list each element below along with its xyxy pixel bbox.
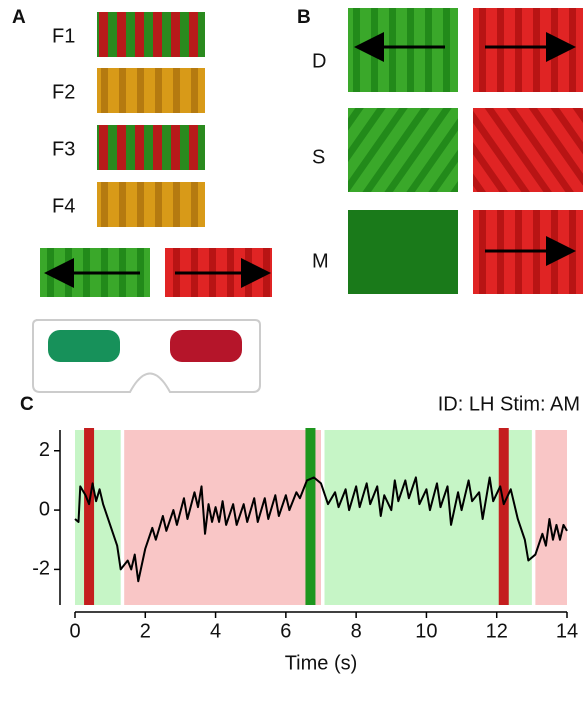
stimulus-marker xyxy=(84,428,95,605)
x-tick-label: 10 xyxy=(415,620,437,642)
stimulus-region xyxy=(124,430,321,605)
panel-label: A xyxy=(12,7,26,28)
stimulus-region xyxy=(75,430,121,605)
row-label: M xyxy=(312,250,329,272)
stimulus xyxy=(473,108,583,192)
row-label: F4 xyxy=(52,195,75,217)
row-label: F2 xyxy=(52,81,75,103)
row-label: D xyxy=(312,50,326,72)
stimulus xyxy=(348,8,458,92)
x-axis-title: Time (s) xyxy=(285,652,358,674)
y-tick-label: 0 xyxy=(39,498,50,520)
lens xyxy=(48,330,120,362)
y-tick-label: 2 xyxy=(39,439,50,461)
stimulus xyxy=(97,125,205,170)
x-tick-label: 6 xyxy=(280,620,291,642)
stimulus xyxy=(348,210,458,294)
x-tick-label: 2 xyxy=(140,620,151,642)
trace xyxy=(74,476,568,583)
stimulus xyxy=(348,108,458,192)
stimulus xyxy=(97,182,205,227)
stimulus-marker xyxy=(498,428,509,605)
stimulus xyxy=(97,12,205,57)
stimulus xyxy=(97,68,205,113)
x-tick-label: 8 xyxy=(351,620,362,642)
stimulus-region xyxy=(324,430,532,605)
row-label: F1 xyxy=(52,25,75,47)
panel-label: B xyxy=(297,7,311,28)
panel-label: C xyxy=(20,394,34,415)
stimulus-region xyxy=(535,430,567,605)
x-tick-label: 14 xyxy=(556,620,578,642)
y-tick-label: -2 xyxy=(32,558,50,580)
x-tick-label: 4 xyxy=(210,620,221,642)
row-label: F3 xyxy=(52,138,75,160)
stimulus-marker xyxy=(305,428,316,605)
stimulus xyxy=(473,8,583,92)
row-label: S xyxy=(312,146,325,168)
x-tick-label: 0 xyxy=(69,620,80,642)
lens xyxy=(170,330,242,362)
x-tick-label: 12 xyxy=(486,620,508,642)
annotation: ID: LH Stim: AM xyxy=(438,393,580,415)
